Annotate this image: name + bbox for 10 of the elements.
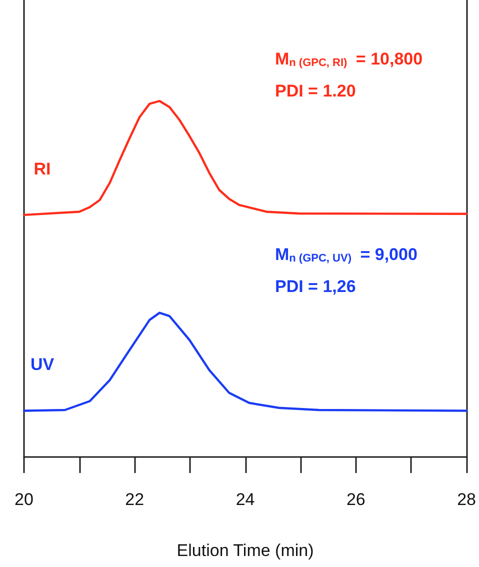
x-tick-label: 28 (457, 490, 476, 509)
x-axis-title: Elution Time (min) (176, 541, 314, 560)
x-tick-label: 26 (346, 490, 366, 509)
x-tick-label: 22 (125, 490, 144, 509)
text: UV (30, 355, 55, 374)
text: PDI = 1.20 (275, 81, 356, 100)
text: RI (34, 159, 51, 178)
x-tick-label: 20 (14, 490, 34, 509)
x-tick-label: 24 (236, 490, 255, 509)
annotation: PDI = 1,26 (275, 277, 356, 296)
